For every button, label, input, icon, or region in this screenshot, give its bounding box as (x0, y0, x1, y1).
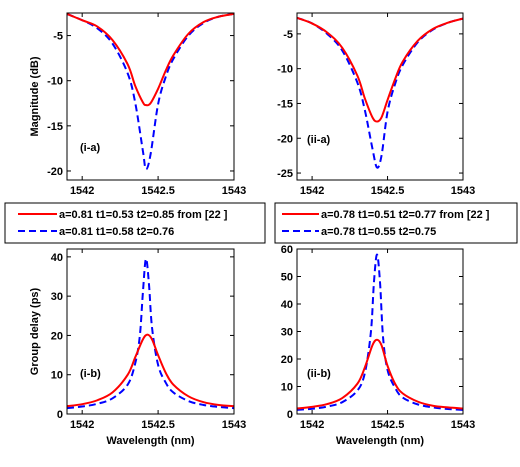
axes-frame-i-a (66, 12, 235, 181)
legend-entry-left-0: a=0.81 t1=0.53 t2=0.85 from [22 ] (59, 209, 228, 221)
panel-label-ii-a: (ii-a) (307, 134, 331, 146)
y-tick-label-i-b-2: 20 (51, 330, 63, 342)
legend-box-left (4, 202, 266, 244)
x-axis-label-i-b: Wavelength (nm) (106, 435, 195, 447)
panel-label-i-a: (i-a) (80, 142, 101, 154)
ticks-ii-b: 1542 1542.5 1543 0 10 20 30 40 50 60 (281, 244, 475, 431)
y-tick-label-ii-a-3: -10 (277, 64, 293, 76)
series-line-ii-a-red-solid (297, 16, 463, 123)
ticks-i-a: 1542 1542.5 1543 -20 -15 -10 -5 (47, 13, 246, 197)
x-tick-label-ii-b-1: 1542.5 (371, 419, 405, 431)
y-tick-label-i-a-2: -10 (47, 76, 63, 88)
y-tick-label-i-b-1: 10 (51, 370, 63, 382)
series-line-i-b-red-solid (67, 333, 234, 408)
x-tick-label-ii-a-1: 1542.5 (371, 185, 405, 197)
y-tick-label-i-b-4: 40 (51, 252, 63, 264)
chart-panel-ii-b: 1542 1542.5 1543 0 10 20 30 40 50 60 (ii-b) Wavel… (281, 244, 475, 447)
panel-label-i-b: (i-b) (80, 368, 101, 380)
x-tick-label-ii-b-2: 1543 (451, 419, 475, 431)
y-tick-label-ii-a-2: -15 (277, 98, 293, 110)
legend-box-right (274, 202, 518, 244)
panel-label-ii-b: (ii-b) (307, 368, 331, 380)
legend-entry-right-1: a=0.78 t1=0.55 t2=0.75 (321, 226, 436, 238)
ticks-ii-a: 1542 1542.5 1543 -25 -20 -15 -10 -5 (277, 13, 475, 197)
chart-panel-ii-a: 1542 1542.5 1543 -25 -20 -15 -10 -5 (ii-a) (277, 12, 475, 197)
legend-entry-left-1: a=0.81 t1=0.58 t2=0.76 (59, 226, 174, 238)
y-tick-label-ii-b-4: 40 (281, 299, 293, 311)
y-axis-label-magnitude: Magnitude (dB) (29, 56, 41, 136)
chart-panel-i-a: 1542 1542.5 1543 -20 -15 -10 -5 (i-a) Magnitud… (29, 12, 246, 197)
x-tick-label-i-a-1: 1542.5 (141, 185, 175, 197)
x-tick-label-ii-b-0: 1542 (300, 419, 324, 431)
y-axis-label-group-delay: Group delay (ps) (29, 287, 41, 375)
x-tick-label-ii-a-0: 1542 (300, 185, 324, 197)
x-tick-label-i-a-0: 1542 (70, 185, 94, 197)
y-tick-label-ii-b-3: 30 (281, 327, 293, 339)
plot-area-i-b (67, 257, 234, 410)
axes-frame-ii-a (296, 12, 464, 181)
legend-right: a=0.78 t1=0.51 t2=0.77 from [22 ] a=0.78… (274, 202, 518, 244)
y-tick-label-i-a-1: -15 (47, 121, 63, 133)
legend-left: a=0.81 t1=0.53 t2=0.85 from [22 ] a=0.81… (4, 202, 266, 244)
x-tick-label-i-b-1: 1542.5 (141, 419, 175, 431)
plot-area-ii-b (297, 253, 463, 411)
x-tick-label-i-b-2: 1543 (222, 419, 246, 431)
y-tick-label-i-a-0: -20 (47, 166, 63, 178)
series-line-i-a-blue-dashed (67, 13, 234, 171)
y-tick-label-i-a-3: -5 (53, 31, 63, 43)
x-tick-label-i-a-2: 1543 (222, 185, 246, 197)
axes-frame-i-b (66, 248, 235, 415)
plot-area-ii-a (297, 16, 463, 169)
y-tick-label-ii-a-4: -5 (283, 29, 293, 41)
plot-area-i-a (67, 13, 234, 171)
y-tick-label-ii-a-1: -20 (277, 133, 293, 145)
series-line-i-a-red-solid (67, 13, 234, 107)
x-tick-label-ii-a-2: 1543 (451, 185, 475, 197)
y-tick-label-ii-b-2: 20 (281, 354, 293, 366)
series-line-ii-b-blue-dashed (297, 253, 463, 411)
ticks-i-b: 1542 1542.5 1543 0 10 20 30 40 (51, 249, 246, 431)
y-tick-label-ii-a-0: -25 (277, 168, 293, 180)
y-tick-label-ii-b-1: 10 (281, 382, 293, 394)
x-tick-label-i-b-0: 1542 (70, 419, 94, 431)
y-tick-label-ii-b-5: 50 (281, 272, 293, 284)
legend-entry-right-0: a=0.78 t1=0.51 t2=0.77 from [22 ] (321, 209, 490, 221)
y-tick-label-ii-b-6: 60 (281, 244, 293, 256)
y-tick-label-i-b-3: 30 (51, 291, 63, 303)
y-tick-label-ii-b-0: 0 (287, 409, 293, 421)
y-tick-label-i-b-0: 0 (57, 409, 63, 421)
chart-panel-i-b: 1542 1542.5 1543 0 10 20 30 40 (i-b) Group dela… (29, 248, 246, 447)
series-line-i-b-blue-dashed (67, 257, 234, 410)
x-axis-label-ii-b: Wavelength (nm) (336, 435, 425, 447)
series-line-ii-b-red-solid (297, 338, 463, 410)
